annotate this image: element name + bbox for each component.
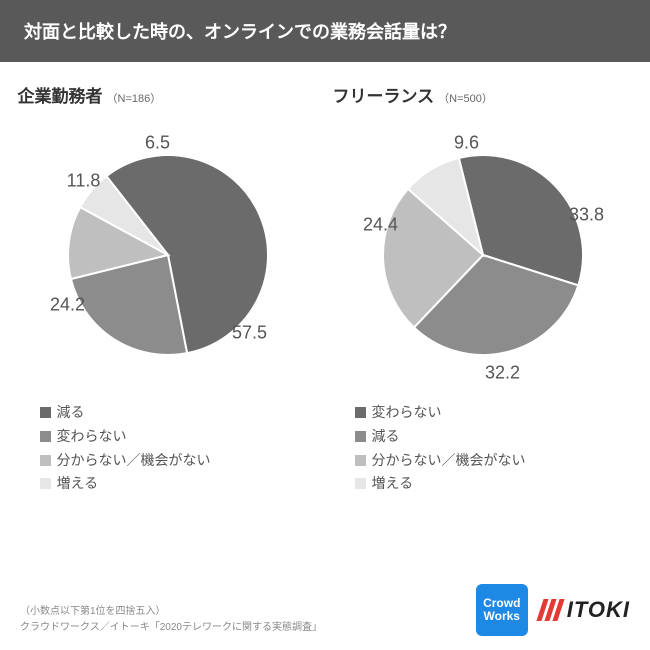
pie-value-label: 6.5 [145,133,170,154]
legend-item: 分からない／機会がない [40,449,318,473]
pie-value-label: 24.2 [50,295,85,316]
itoki-logo: ITOKI [540,597,630,623]
charts-row: 企業勤務者（N=186）57.524.211.86.5減る変わらない分からない／… [0,62,650,496]
pie-value-label: 11.8 [67,171,101,192]
pie-value-label: 32.2 [485,363,520,384]
legend-item: 増える [355,472,633,496]
pie-value-label: 24.4 [363,215,398,236]
footer: （小数点以下第1位を四捨五入） クラウドワークス／イトーキ「2020テレワークに… [0,584,650,636]
pie-value-label: 57.5 [232,323,267,344]
pie-value-label: 9.6 [454,133,479,154]
legend-swatch [355,478,366,489]
legend: 減る変わらない分からない／機会がない増える [40,401,318,496]
legend-swatch [40,431,51,442]
legend-item: 変わらない [40,425,318,449]
legend-item: 分からない／機会がない [355,449,633,473]
crowdworks-logo: Crowd Works [476,584,528,636]
chart-title: 企業勤務者（N=186） [18,82,318,107]
legend-item: 増える [40,472,318,496]
itoki-stripes-icon [540,599,561,621]
title-banner: 対面と比較した時の、オンラインでの業務会話量は？ [0,0,650,62]
legend: 変わらない減る分からない／機会がない増える [355,401,633,496]
legend-swatch [40,407,51,418]
page-title: 対面と比較した時の、オンラインでの業務会話量は？ [24,22,456,42]
legend-swatch [355,431,366,442]
legend-swatch [355,407,366,418]
pie-value-label: 33.8 [569,205,604,226]
legend-swatch [40,478,51,489]
legend-item: 減る [355,425,633,449]
chart-col-0: 企業勤務者（N=186） 57.5 24.2 11.8 6.5 減る変わらない分からない／… [18,82,318,496]
legend-item: 変わらない [355,401,633,425]
logos: Crowd Works ITOKI [476,584,630,636]
chart-col-1: フリーランス（N=500） 33.8 32.2 24.4 9.6 変わらない減る分からない… [333,82,633,496]
footnotes: （小数点以下第1位を四捨五入） クラウドワークス／イトーキ「2020テレワークに… [20,604,322,636]
chart-title: フリーランス（N=500） [333,82,633,107]
legend-item: 減る [40,401,318,425]
pie-chart: 33.8 32.2 24.4 9.6 [343,115,623,395]
footnote-source: クラウドワークス／イトーキ「2020テレワークに関する実態調査」 [20,620,322,636]
legend-swatch [40,455,51,466]
pie-chart: 57.5 24.2 11.8 6.5 [28,115,308,395]
footnote-rounding: （小数点以下第1位を四捨五入） [20,604,322,620]
legend-swatch [355,455,366,466]
